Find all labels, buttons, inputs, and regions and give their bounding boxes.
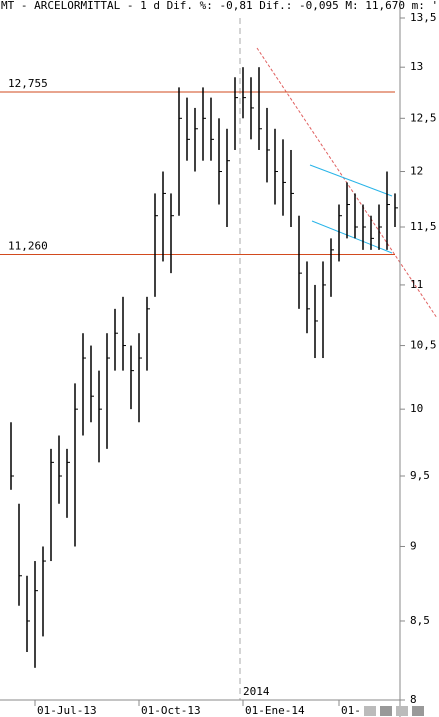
y-tick-label: 10	[410, 402, 423, 415]
icon[interactable]	[412, 706, 424, 716]
year-marker: 2014	[243, 685, 270, 698]
icon[interactable]	[396, 706, 408, 716]
y-tick-label: 9,5	[410, 469, 430, 482]
y-tick-label: 10,5	[410, 339, 437, 352]
x-tick-label: 01-	[341, 704, 361, 717]
level-label: 11,260	[8, 239, 48, 252]
y-tick-label: 11,5	[410, 220, 437, 233]
toolbar-icons	[364, 706, 424, 716]
x-tick-label: 01-Ene-14	[245, 704, 305, 717]
y-tick-label: 9	[410, 539, 417, 552]
icon[interactable]	[380, 706, 392, 716]
y-tick-label: 13	[410, 60, 423, 73]
y-tick-label: 12,5	[410, 111, 437, 124]
y-tick-label: 8,5	[410, 614, 430, 627]
y-tick-label: 11	[410, 278, 423, 291]
channel-line	[309, 164, 393, 197]
y-tick-label: 13,5	[410, 11, 437, 24]
x-tick-label: 01-Jul-13	[37, 704, 97, 717]
y-tick-label: 12	[410, 165, 423, 178]
icon[interactable]	[364, 706, 376, 716]
chart-title: MT - ARCELORMITTAL - 1 d Dif. %: -0,81 D…	[1, 0, 438, 12]
x-tick-label: 01-Oct-13	[141, 704, 201, 717]
level-label: 12,755	[8, 77, 48, 90]
y-tick-label: 8	[410, 693, 417, 706]
